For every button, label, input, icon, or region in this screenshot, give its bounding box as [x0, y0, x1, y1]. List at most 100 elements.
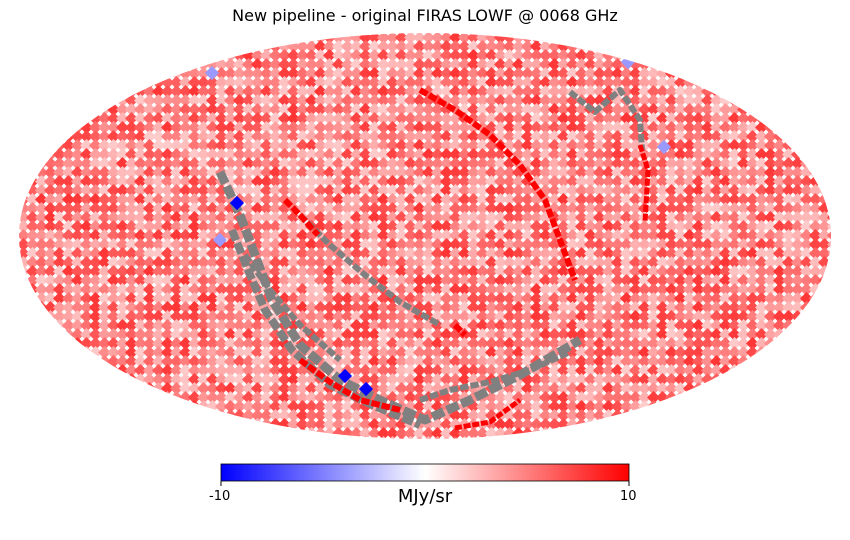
- map-pixel: [386, 382, 399, 395]
- map-pixel: [233, 103, 246, 116]
- map-pixel: [701, 337, 714, 350]
- map-pixel: [467, 436, 480, 439]
- map-pixel: [89, 355, 102, 368]
- map-pixel: [593, 364, 606, 377]
- map-pixel: [512, 229, 525, 242]
- map-pixel: [170, 112, 183, 125]
- map-pixel: [512, 139, 525, 152]
- map-pixel: [701, 319, 714, 332]
- map-pixel: [224, 103, 237, 116]
- map-pixel: [764, 265, 777, 278]
- map-pixel: [242, 175, 255, 188]
- map-pixel: [485, 292, 498, 305]
- map-pixel: [548, 319, 561, 332]
- map-pixel: [179, 166, 192, 179]
- map-pixel: [170, 256, 183, 269]
- map-pixel: [719, 220, 732, 233]
- map-pixel: [188, 319, 201, 332]
- map-pixel: [593, 319, 606, 332]
- map-pixel: [647, 337, 660, 350]
- map-pixel: [206, 310, 219, 323]
- map-pixel: [476, 76, 489, 89]
- map-pixel: [19, 274, 21, 287]
- map-pixel: [377, 355, 390, 368]
- map-pixel: [413, 157, 426, 170]
- map-pixel: [467, 265, 480, 278]
- map-pixel: [476, 112, 489, 125]
- map-features: [204, 54, 672, 431]
- map-pixel: [710, 184, 723, 197]
- map-pixel: [539, 283, 552, 296]
- map-pixel: [512, 184, 525, 197]
- map-pixel: [413, 112, 426, 125]
- map-pixel: [80, 310, 93, 323]
- map-pixel: [197, 130, 210, 143]
- map-pixel: [314, 130, 327, 143]
- map-pixel: [701, 148, 714, 161]
- map-pixel: [224, 130, 237, 143]
- map-pixel: [521, 301, 534, 314]
- map-pixel: [611, 355, 624, 368]
- map-pixel: [449, 310, 462, 323]
- map-pixel: [62, 148, 75, 161]
- map-pixel: [683, 139, 696, 152]
- map-pixel: [719, 211, 732, 224]
- map-pixel: [827, 238, 831, 251]
- map-pixel: [773, 121, 786, 134]
- map-pixel: [629, 256, 642, 269]
- map-pixel: [53, 292, 66, 305]
- map-pixel: [548, 247, 561, 260]
- map-pixel: [791, 193, 804, 206]
- map-pixel: [260, 346, 273, 359]
- map-pixel: [440, 373, 453, 386]
- map-pixel: [242, 355, 255, 368]
- map-pixel: [701, 157, 714, 170]
- map-pixel: [791, 139, 804, 152]
- map-pixel: [458, 373, 471, 386]
- map-pixel: [125, 193, 138, 206]
- map-pixel: [413, 139, 426, 152]
- map-pixel: [197, 76, 210, 89]
- map-pixel: [404, 33, 417, 35]
- map-pixel: [134, 346, 147, 359]
- map-pixel: [386, 202, 399, 215]
- map-pixel: [746, 292, 759, 305]
- map-pixel: [368, 166, 381, 179]
- map-pixel: [440, 67, 453, 80]
- map-pixel: [269, 256, 282, 269]
- map-pixel: [305, 166, 318, 179]
- map-pixel: [593, 238, 606, 251]
- map-pixel: [467, 364, 480, 377]
- map-pixel: [701, 112, 714, 125]
- map-pixel: [701, 121, 714, 134]
- map-pixel: [683, 103, 696, 116]
- map-pixel: [422, 202, 435, 215]
- map-pixel: [413, 319, 426, 332]
- map-pixel: [602, 238, 615, 251]
- map-pixel: [611, 58, 624, 71]
- map-pixel: [521, 409, 534, 422]
- map-pixel: [530, 121, 543, 134]
- map-pixel: [458, 33, 471, 35]
- map-pixel: [467, 139, 480, 152]
- map-pixel: [305, 130, 318, 143]
- map-pixel: [557, 364, 570, 377]
- map-pixel: [98, 364, 111, 377]
- map-pixel: [809, 229, 822, 242]
- map-pixel: [287, 409, 300, 422]
- map-pixel: [683, 364, 696, 377]
- map-pixel: [125, 112, 138, 125]
- map-pixel: [467, 247, 480, 260]
- map-pixel: [683, 274, 696, 287]
- map-pixel: [665, 85, 678, 98]
- map-pixel: [251, 148, 264, 161]
- map-pixel: [278, 157, 291, 170]
- map-pixel: [53, 238, 66, 251]
- map-pixel: [377, 265, 390, 278]
- map-pixel: [512, 130, 525, 143]
- map-pixel: [629, 211, 642, 224]
- map-pixel: [656, 112, 669, 125]
- map-pixel: [521, 58, 534, 71]
- map-pixel: [134, 229, 147, 242]
- map-pixel: [593, 256, 606, 269]
